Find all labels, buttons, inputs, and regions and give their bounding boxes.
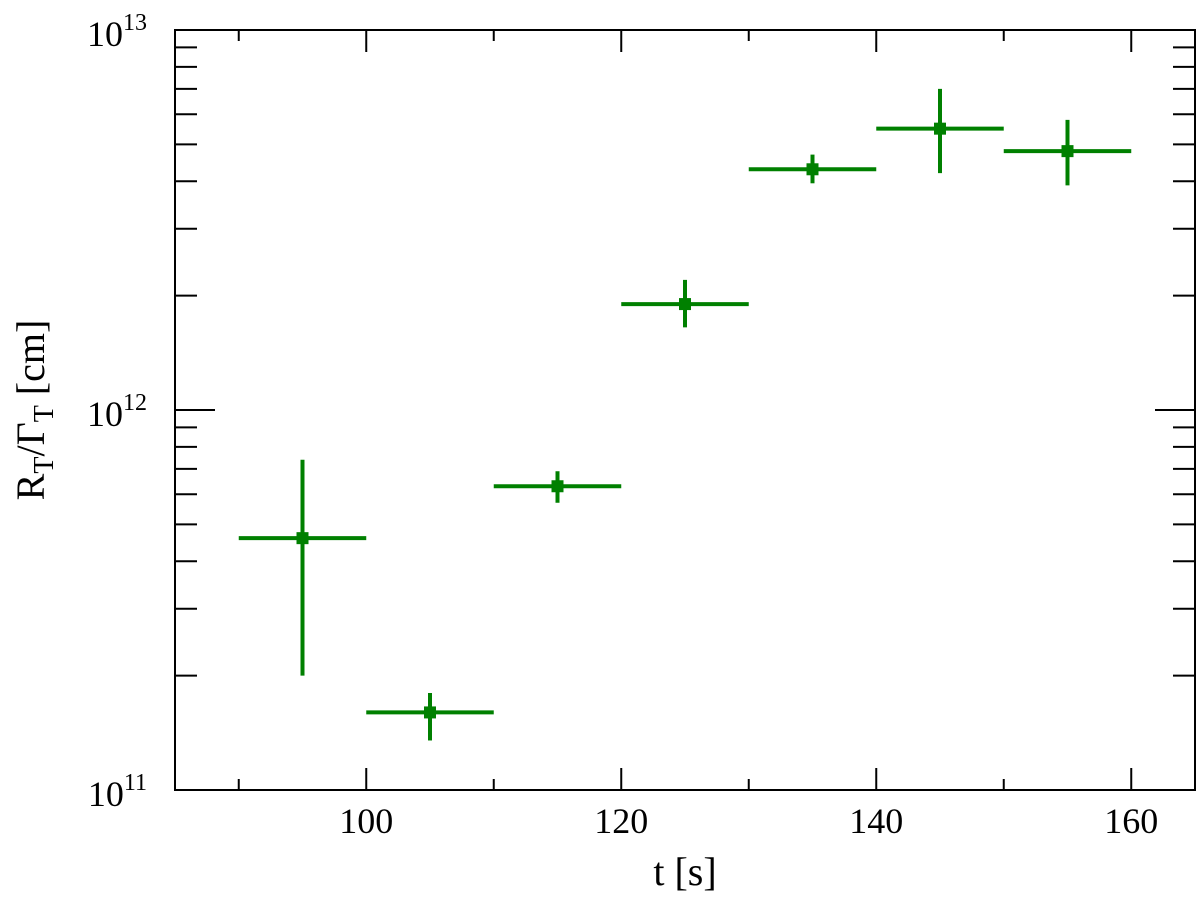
data-point [366, 692, 494, 741]
point-marker [806, 163, 819, 176]
data-point [493, 471, 622, 503]
x-tick-label: 100 [339, 801, 393, 841]
y-tick-label: 1012 [87, 390, 147, 434]
data-point [1003, 119, 1132, 186]
point-marker [679, 298, 691, 311]
x-tick-label: 120 [594, 801, 648, 841]
data-point [748, 154, 877, 184]
x-tick-label: 160 [1104, 801, 1158, 841]
point-marker [934, 122, 946, 135]
y-tick-label: 1011 [88, 770, 147, 814]
point-marker [551, 480, 564, 493]
data-point [238, 459, 367, 676]
y-axis-label: RT/ΓT [cm] [8, 320, 60, 501]
plot-frame [174, 29, 1196, 791]
point-marker [424, 706, 436, 719]
x-tick-label: 140 [849, 801, 903, 841]
point-marker [1061, 145, 1074, 158]
data-point [876, 88, 1004, 174]
x-axis-label: t [s] [653, 849, 716, 894]
point-marker [296, 532, 309, 545]
data-point [621, 279, 749, 328]
y-tick-label: 1013 [87, 10, 147, 54]
